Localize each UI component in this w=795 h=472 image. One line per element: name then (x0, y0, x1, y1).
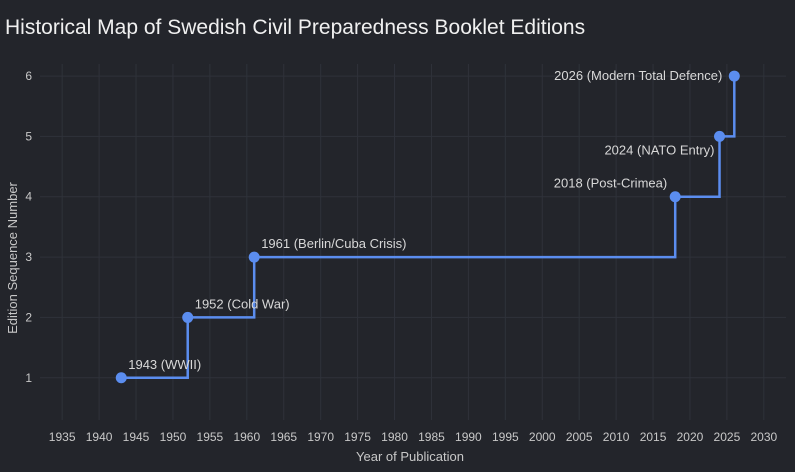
x-tick-label: 1945 (123, 430, 150, 444)
step-line (121, 76, 736, 380)
y-axis-ticks: 1 2 3 4 5 6 (25, 69, 32, 385)
data-point (714, 130, 726, 142)
x-tick-label: 2015 (640, 430, 667, 444)
x-tick-label: 2000 (529, 430, 556, 444)
y-tick-label: 5 (25, 129, 32, 143)
x-tick-label: 2030 (750, 430, 777, 444)
y-tick-label: 3 (25, 250, 32, 264)
x-tick-label: 2025 (714, 430, 741, 444)
x-tick-label: 1980 (381, 430, 408, 444)
x-tick-label: 1960 (233, 430, 260, 444)
x-axis-title: Year of Publication (356, 449, 464, 464)
x-tick-label: 1955 (197, 430, 224, 444)
data-point (248, 251, 260, 263)
data-points (115, 70, 740, 384)
x-tick-label: 1965 (270, 430, 297, 444)
x-tick-label: 1970 (307, 430, 334, 444)
data-point-label: 2026 (Modern Total Defence) (554, 68, 722, 83)
data-point-label: 1952 (Cold War) (195, 296, 290, 311)
x-tick-label: 1950 (160, 430, 187, 444)
x-tick-label: 1935 (49, 430, 76, 444)
x-tick-label: 2020 (677, 430, 704, 444)
data-point-label: 1961 (Berlin/Cuba Crisis) (261, 236, 406, 251)
y-tick-label: 1 (25, 371, 32, 385)
x-tick-label: 1975 (344, 430, 371, 444)
y-tick-label: 6 (25, 69, 32, 83)
x-tick-label: 1940 (86, 430, 113, 444)
series-step-line (121, 76, 736, 380)
data-point (728, 70, 740, 82)
x-tick-label: 1990 (455, 430, 482, 444)
y-axis-title: Edition Sequence Number (5, 181, 20, 333)
data-point (669, 191, 681, 203)
y-tick-label: 2 (25, 310, 32, 324)
y-tick-label: 4 (25, 190, 32, 204)
data-point (182, 311, 194, 323)
x-axis-ticks: 1935 1940 1945 1950 1955 1960 1965 1970 1975 1980… (49, 430, 778, 444)
data-point-label: 1943 (WWII) (128, 357, 201, 372)
data-point (115, 372, 127, 384)
x-tick-label: 1995 (492, 430, 519, 444)
x-tick-label: 2010 (603, 430, 630, 444)
point-labels: 1943 (WWII) 1952 (Cold War) 1961 (Berlin/C… (128, 68, 722, 372)
data-point-label: 2018 (Post-Crimea) (554, 176, 667, 191)
chart-title: Historical Map of Swedish Civil Prepared… (5, 16, 585, 39)
data-point-label: 2024 (NATO Entry) (604, 142, 714, 157)
x-tick-label: 1985 (418, 430, 445, 444)
x-tick-label: 2005 (566, 430, 593, 444)
